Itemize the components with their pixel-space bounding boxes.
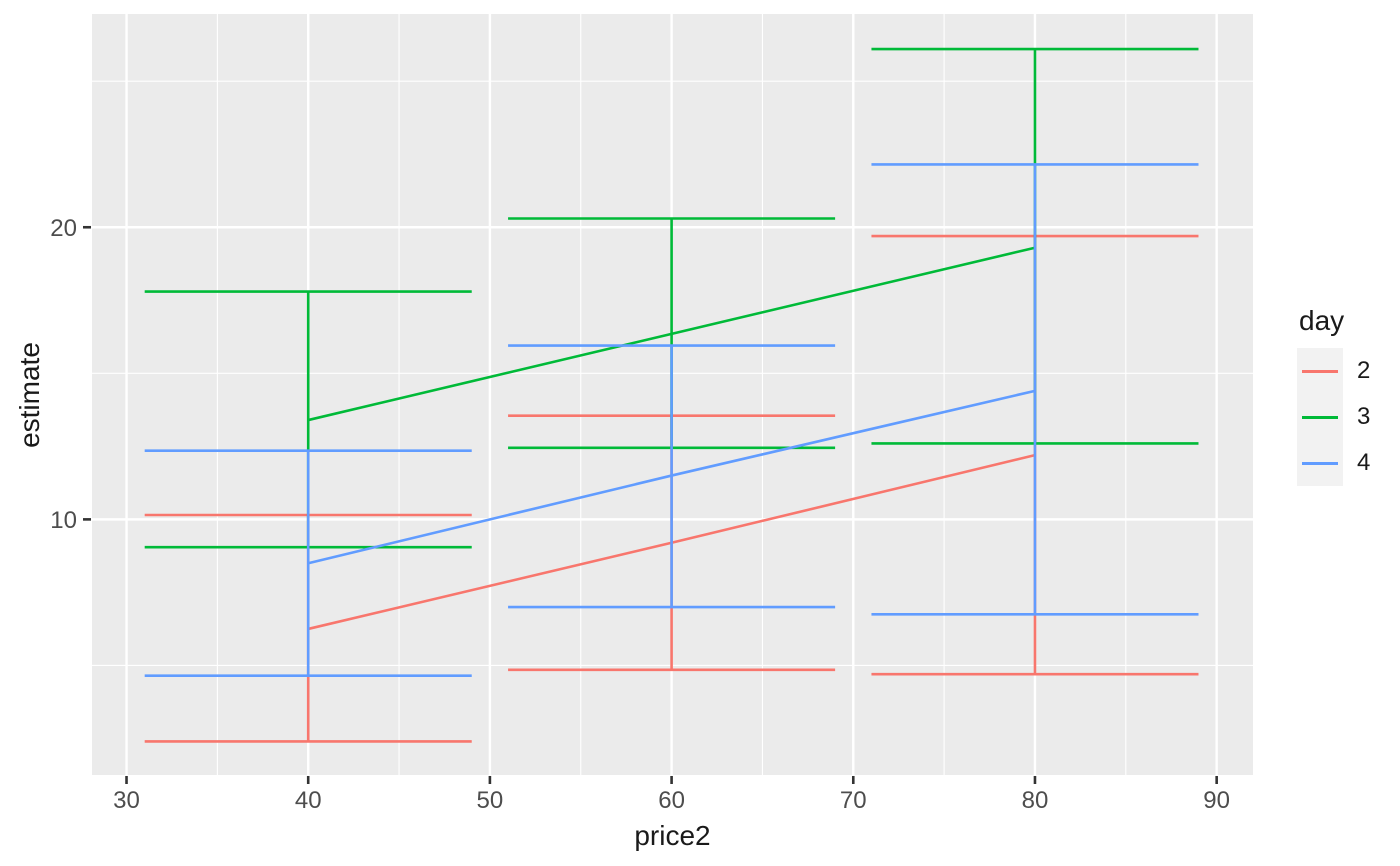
series-line-day4 xyxy=(307,389,1036,565)
x-tick-label-70: 70 xyxy=(840,787,867,814)
legend-key-day3 xyxy=(1297,394,1343,441)
legend-label-day4: 4 xyxy=(1357,449,1371,477)
y-tick-label-20: 20 xyxy=(50,215,77,242)
legend-key-line-day3 xyxy=(1302,415,1338,419)
x-axis-title: price2 xyxy=(634,820,711,851)
legend-key-line-day2 xyxy=(1302,369,1338,373)
legend-key-day2 xyxy=(1297,348,1343,394)
legend-label-day3: 3 xyxy=(1357,403,1371,431)
legend-key-line-day4 xyxy=(1302,461,1338,465)
legend-key-day4 xyxy=(1297,440,1343,487)
legend-title: day xyxy=(1299,305,1345,336)
y-axis-title: estimate xyxy=(14,342,45,448)
x-tick-label-60: 60 xyxy=(658,787,685,814)
x-tick-label-80: 80 xyxy=(1022,787,1049,814)
x-tick-label-30: 30 xyxy=(113,787,140,814)
x-tick-label-90: 90 xyxy=(1203,787,1230,814)
x-tick-label-40: 40 xyxy=(295,787,322,814)
x-tick-label-50: 50 xyxy=(477,787,504,814)
legend-label-day2: 2 xyxy=(1357,357,1371,384)
series-line-day3 xyxy=(307,246,1036,422)
y-tick-label-10: 10 xyxy=(50,507,77,534)
